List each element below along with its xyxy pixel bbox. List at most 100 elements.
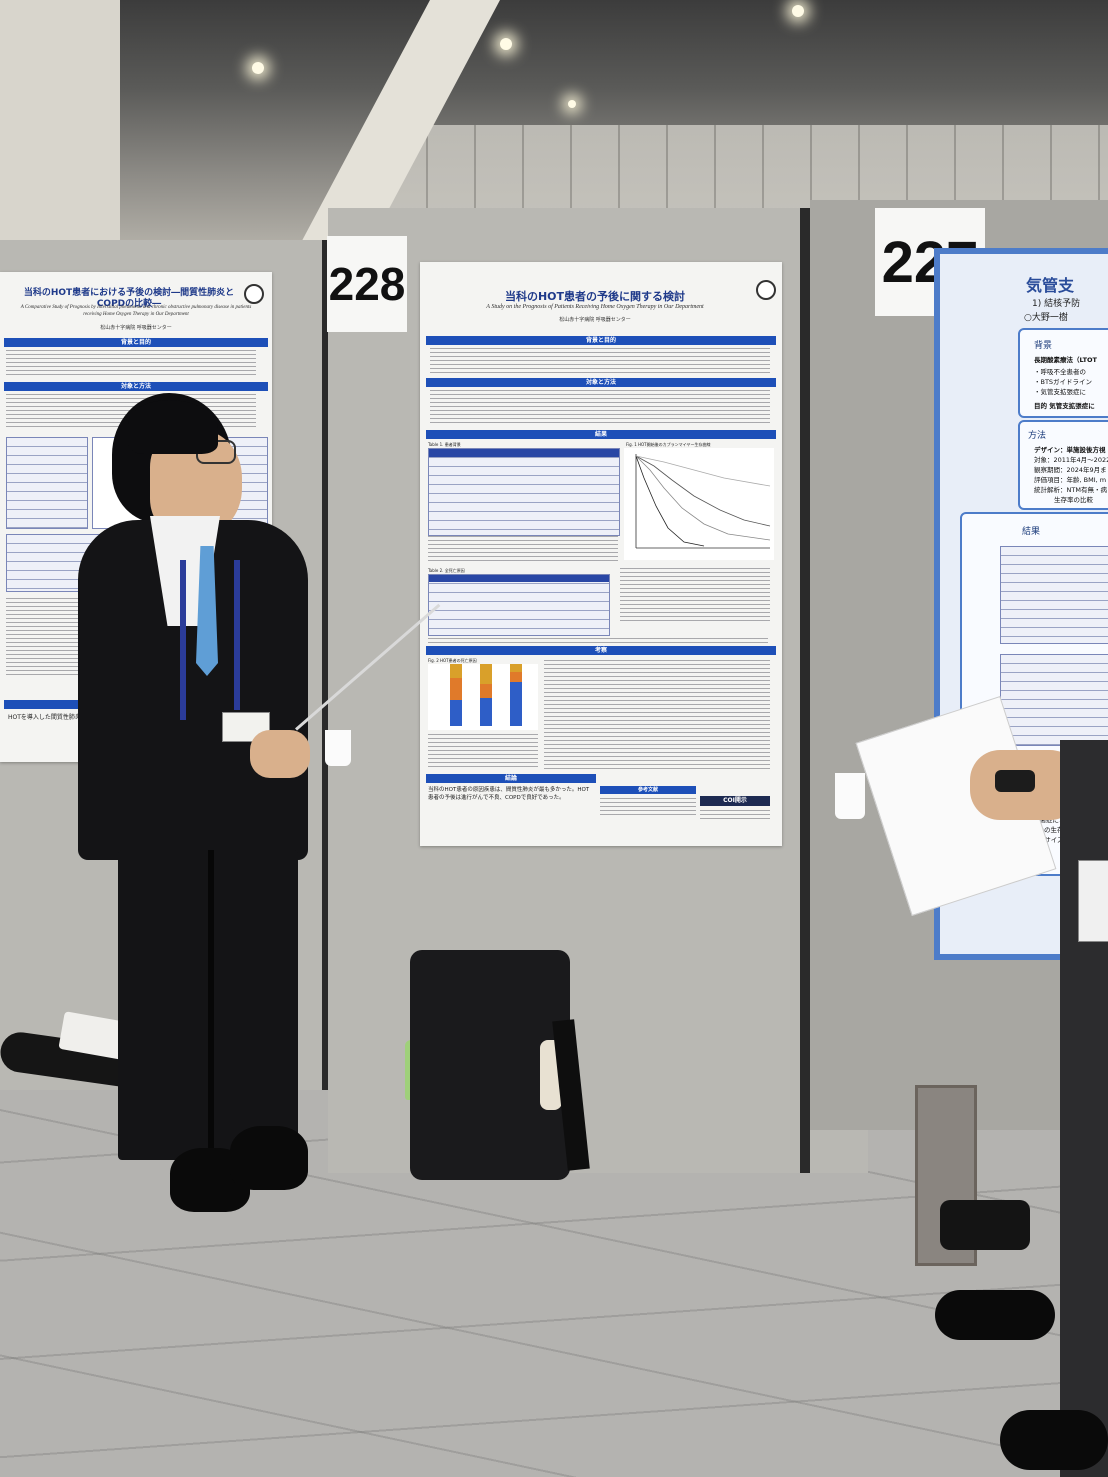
poster-right-m6: 生存率の比較 xyxy=(1054,496,1093,504)
poster-main-subtitle: A Study on the Prognosis of Patients Rec… xyxy=(486,304,704,310)
bar-segment xyxy=(480,698,492,726)
poster-right-bg3: ・BTSガイドライン xyxy=(1034,378,1093,386)
poster-right-f2: →COPDの生存期間は xyxy=(1020,826,1084,834)
poster-main-section-results: 結果 xyxy=(426,430,776,439)
presenter-hands xyxy=(250,730,310,778)
poster-right-table xyxy=(1000,546,1108,644)
poster-main: 当科のHOT患者の予後に関する検討 A Study on the Prognos… xyxy=(420,262,782,846)
trouser-gap xyxy=(208,850,214,1150)
poster-left-text-block xyxy=(6,350,256,378)
ceiling-light xyxy=(500,38,512,50)
poster-main-text-block xyxy=(428,734,538,768)
poster-right-section-methods: 方法 xyxy=(1028,431,1047,441)
poster-right-bg4: ・気管支拡張症に xyxy=(1034,388,1086,396)
poster-main-affiliation: 松山赤十字病院 呼吸器センター xyxy=(559,317,631,323)
poster-left-flowchart xyxy=(6,437,88,529)
poster-right-m5: 統計解析：NTM有無・病 xyxy=(1034,486,1107,494)
board-number-228: 228 xyxy=(327,236,407,332)
presenter-bangs xyxy=(128,400,218,454)
poster-right-m2: 対象：2011年4月〜2022年 xyxy=(1034,456,1108,464)
poster-right-table xyxy=(1000,654,1108,746)
poster-main-table1 xyxy=(428,448,620,536)
survival-curve xyxy=(635,455,705,547)
poster-main-text-block xyxy=(620,568,770,624)
camera-lens xyxy=(940,1200,1030,1250)
phone xyxy=(995,770,1035,792)
hospital-logo-icon xyxy=(244,284,264,304)
poster-main-text-block xyxy=(430,348,770,374)
poster-main-table2-label: Table 2. 全死亡原因 xyxy=(428,568,465,573)
bar-segment xyxy=(510,664,522,672)
visitor-badge xyxy=(1078,860,1108,942)
poster-main-text-block xyxy=(600,798,696,818)
table-header xyxy=(429,449,619,457)
bar-segment xyxy=(480,664,492,684)
poster-main-coi: COI開示 xyxy=(700,796,770,806)
poster-main-section-references: 参考文献 xyxy=(600,786,696,794)
poster-main-conclusion-text: 当科のHOT患者の原因疾患は、間質性肺炎が最も多かった。HOT患者の予後は進行が… xyxy=(428,787,590,801)
survival-curve xyxy=(635,455,771,527)
poster-main-section-background: 背景と目的 xyxy=(426,336,776,345)
bar-segment xyxy=(450,678,462,700)
poster-right-box-methods: 方法 デザイン：単施設後方視 対象：2011年4月〜2022年 観察期間：202… xyxy=(1018,420,1108,510)
survival-curve xyxy=(635,455,771,487)
bar-segment xyxy=(510,682,522,726)
poster-right-item1: 1) 結核予防 xyxy=(1032,299,1081,309)
poster-main-section-discussion: 考察 xyxy=(426,646,776,655)
visitor-shoe xyxy=(1000,1410,1108,1470)
poster-right-bg1: 長期酸素療法（LTOT xyxy=(1034,356,1097,364)
poster-main-table2 xyxy=(428,574,610,636)
ceiling-light xyxy=(792,5,804,17)
poster-right-title: 気管支 xyxy=(1026,276,1075,295)
left-pillar xyxy=(0,0,120,250)
poster-main-text-block xyxy=(544,660,770,770)
hospital-logo-icon xyxy=(756,280,776,300)
right-shoe xyxy=(230,1126,308,1190)
poster-main-text-block xyxy=(428,536,618,564)
visitor-shoe xyxy=(935,1290,1055,1340)
poster-right-m1: デザイン：単施設後方視 xyxy=(1034,446,1106,454)
lanyard xyxy=(180,560,186,720)
board-divider xyxy=(800,208,810,1173)
poster-right-f3: ・サンプルサイズが小さ xyxy=(1012,836,1084,844)
poster-left-title: 当科のHOT患者における予後の検討―間質性肺炎とCOPDの比較― xyxy=(23,288,235,309)
paper-cup xyxy=(325,730,351,766)
poster-left-section-background: 背景と目的 xyxy=(4,338,268,347)
visitor-body xyxy=(1060,740,1108,1477)
kaplan-meier-plot xyxy=(624,448,774,560)
bar-segment xyxy=(450,700,462,726)
poster-right-box-background: 背景 長期酸素療法（LTOT ・呼吸不全患者の ・BTSガイドライン ・気管支拡… xyxy=(1018,328,1108,418)
lanyard xyxy=(234,560,240,710)
table-header xyxy=(429,575,609,582)
poster-main-text-block xyxy=(430,390,770,424)
poster-right-purpose: 目的 気管支拡張症に xyxy=(1034,402,1095,410)
presenter-tie xyxy=(196,546,218,676)
poster-right-m4: 評価項目：年齢, BMI, m xyxy=(1034,476,1107,484)
plot-background xyxy=(624,448,774,560)
ceiling-light xyxy=(568,100,576,108)
bar-segment xyxy=(510,672,522,682)
poster-main-title: 当科のHOT患者の予後に関する検討 xyxy=(504,290,686,303)
bar-segment xyxy=(450,664,462,678)
ceiling-light xyxy=(252,62,264,74)
poster-main-fig2-label: Fig. 2 HOT患者の死亡原因 xyxy=(428,658,477,663)
poster-left-affiliation: 松山赤十字病院 呼吸器センター xyxy=(100,325,172,331)
poster-right-section-background: 背景 xyxy=(1034,341,1053,351)
poster-left-section-methods: 対象と方法 xyxy=(4,382,268,391)
poster-right-bg2: ・呼吸不全患者の xyxy=(1034,368,1086,376)
poster-right-item2: ○大野一樹 xyxy=(1024,313,1068,323)
board-divider xyxy=(322,240,328,1090)
poster-main-table1-label: Table 1. 患者背景 xyxy=(428,442,461,447)
poster-right-f1: ・抗酸菌症によ xyxy=(1020,816,1066,824)
poster-main-text-block xyxy=(700,810,770,820)
poster-main-fig1-label: Fig. 1 HOT開始後のカプランマイヤー生存曲線 xyxy=(626,442,711,447)
poster-left-subtitle: A Comparative Study of Prognosis by Inte… xyxy=(20,305,252,317)
poster-right-m3: 観察期間：2024年9月ま xyxy=(1034,466,1107,474)
bar-segment xyxy=(480,684,492,698)
poster-main-section-methods: 対象と方法 xyxy=(426,378,776,387)
poster-right-section-results: 結果 xyxy=(1022,527,1041,537)
paper-cup xyxy=(835,773,865,819)
poster-main-section-conclusion: 結論 xyxy=(426,774,596,783)
cause-of-death-chart xyxy=(428,664,538,730)
survival-curve xyxy=(635,455,771,541)
